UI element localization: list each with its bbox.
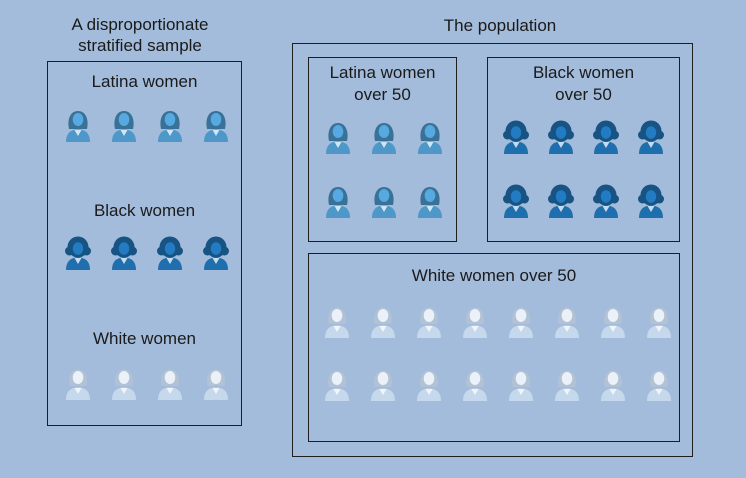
sample-title-line1: A disproportionate	[71, 15, 209, 34]
latina-woman-icon	[158, 111, 182, 142]
population-group-latina: Latina women over 50	[308, 57, 457, 242]
sample-row-white	[63, 366, 231, 400]
black-woman-icon	[203, 236, 229, 270]
black-woman-icon	[157, 236, 183, 270]
population-group-white: White women over 50	[308, 253, 680, 442]
sample-group-label-white: White women	[93, 329, 196, 348]
white-woman-icon	[204, 369, 228, 400]
latina-woman-icon	[204, 111, 228, 142]
black-woman-icon	[638, 120, 664, 154]
population-label-black-line2: over 50	[555, 85, 612, 104]
black-woman-icon	[503, 184, 529, 218]
latina-woman-icon	[66, 111, 90, 142]
population-label-latina-line2: over 50	[354, 85, 411, 104]
white-woman-icon	[66, 369, 90, 400]
white-woman-icon	[555, 370, 579, 401]
black-woman-icon	[548, 120, 574, 154]
white-woman-icon	[371, 370, 395, 401]
white-woman-icon	[647, 307, 671, 338]
population-row-white-1	[322, 304, 674, 338]
white-woman-icon	[509, 370, 533, 401]
population-group-black: Black women over 50	[487, 57, 680, 242]
latina-woman-icon	[326, 123, 350, 154]
black-woman-icon	[638, 184, 664, 218]
white-woman-icon	[555, 307, 579, 338]
latina-woman-icon	[326, 187, 350, 218]
sample-title: A disproportionate stratified sample	[30, 14, 250, 56]
black-woman-icon	[593, 120, 619, 154]
black-woman-icon	[65, 236, 91, 270]
white-woman-icon	[601, 370, 625, 401]
white-woman-icon	[371, 307, 395, 338]
sample-row-black	[63, 236, 231, 270]
latina-woman-icon	[418, 123, 442, 154]
white-woman-icon	[417, 370, 441, 401]
latina-woman-icon	[112, 111, 136, 142]
population-label-black-line1: Black women	[532, 63, 635, 82]
latina-woman-icon	[372, 187, 396, 218]
white-woman-icon	[647, 370, 671, 401]
white-woman-icon	[463, 307, 487, 338]
sample-group-label-black: Black women	[93, 201, 196, 220]
black-woman-icon	[503, 120, 529, 154]
population-label-latina-line1: Latina women	[329, 63, 436, 82]
white-woman-icon	[463, 370, 487, 401]
white-woman-icon	[509, 307, 533, 338]
population-row-latina-1	[323, 120, 445, 154]
white-woman-icon	[417, 307, 441, 338]
latina-woman-icon	[372, 123, 396, 154]
population-row-black-1	[501, 120, 666, 154]
sample-group-label-latina: Latina women	[91, 72, 198, 91]
black-woman-icon	[593, 184, 619, 218]
white-woman-icon	[325, 307, 349, 338]
black-woman-icon	[111, 236, 137, 270]
latina-woman-icon	[418, 187, 442, 218]
white-woman-icon	[158, 369, 182, 400]
population-title: The population	[443, 16, 557, 35]
white-woman-icon	[112, 369, 136, 400]
population-row-black-2	[501, 184, 666, 218]
sample-box: Latina women Black women White women	[47, 61, 242, 426]
white-woman-icon	[601, 307, 625, 338]
population-row-white-2	[322, 367, 674, 401]
white-woman-icon	[325, 370, 349, 401]
black-woman-icon	[548, 184, 574, 218]
population-row-latina-2	[323, 184, 445, 218]
population-box	[292, 43, 693, 457]
population-label-white: White women over 50	[411, 266, 577, 285]
sample-row-latina	[63, 108, 231, 142]
sample-title-line2: stratified sample	[78, 36, 202, 55]
